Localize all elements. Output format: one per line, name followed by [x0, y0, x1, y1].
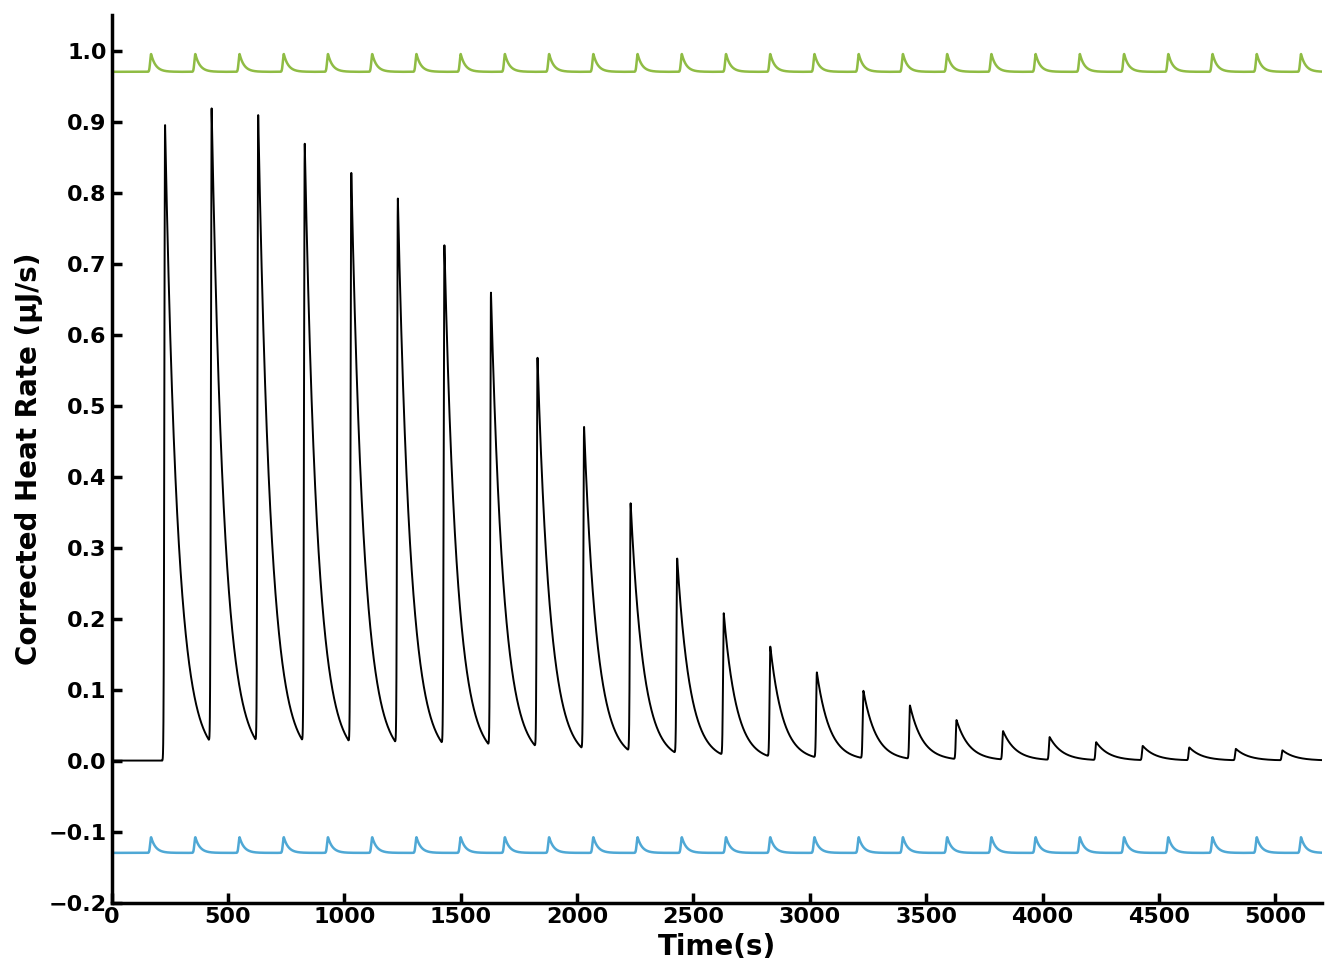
X-axis label: Time(s): Time(s) [658, 933, 775, 961]
Y-axis label: Corrected Heat Rate (μJ/s): Corrected Heat Rate (μJ/s) [15, 253, 43, 665]
